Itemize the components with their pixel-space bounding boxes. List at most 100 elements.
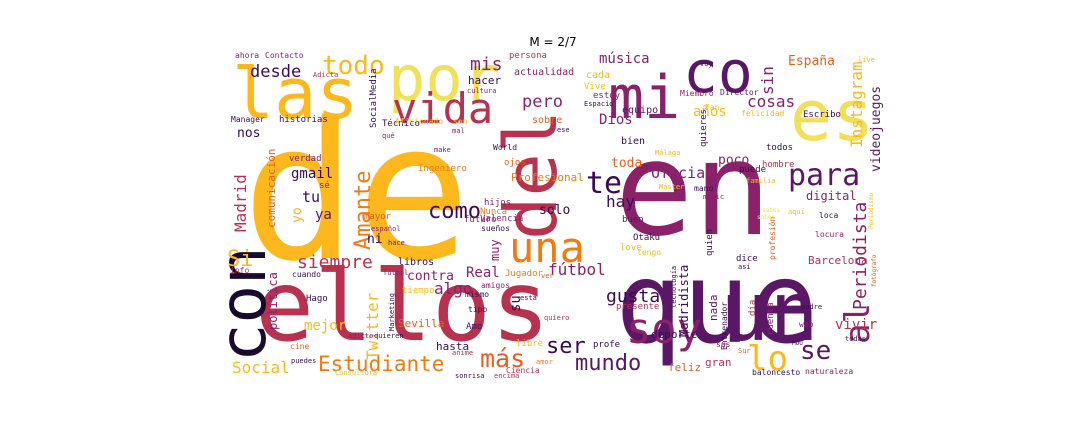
cloud-word: cultura bbox=[467, 87, 497, 95]
cloud-word: live bbox=[858, 56, 875, 64]
cloud-word: qué bbox=[382, 132, 395, 140]
cloud-word: está bbox=[520, 294, 537, 302]
cloud-word: gran bbox=[705, 356, 732, 369]
cloud-word: historias bbox=[279, 115, 328, 125]
cloud-word: así bbox=[738, 263, 751, 271]
cloud-word: cada bbox=[586, 70, 610, 81]
cloud-word: World bbox=[493, 143, 517, 152]
cloud-word: mis bbox=[470, 54, 503, 75]
cloud-word: feliz bbox=[668, 361, 701, 374]
cloud-word: baloncesto bbox=[752, 368, 800, 377]
cloud-word: Málaga bbox=[655, 149, 680, 157]
cloud-word: encima bbox=[494, 372, 519, 380]
cloud-word: puedes bbox=[291, 357, 316, 365]
cloud-word: mayor bbox=[364, 212, 392, 222]
cloud-word: mal bbox=[452, 127, 465, 135]
cloud-word: sé bbox=[319, 180, 330, 191]
cloud-word: Amo bbox=[466, 322, 482, 332]
cloud-word: ahora bbox=[235, 51, 259, 60]
cloud-word: voy bbox=[700, 60, 713, 68]
cloud-word: Periodismo bbox=[868, 192, 875, 229]
cloud-word: Twitter bbox=[363, 292, 382, 360]
cloud-word: Aficionado bbox=[395, 117, 443, 126]
cloud-word: SocialMedia bbox=[369, 68, 379, 128]
cloud-word: mejor bbox=[304, 318, 346, 334]
cloud-word: libre bbox=[516, 339, 543, 349]
cloud-word: verdad bbox=[289, 154, 322, 164]
cloud-word: Miembro bbox=[680, 89, 714, 98]
cloud-word: padre bbox=[801, 303, 822, 311]
cloud-word: Oficial bbox=[651, 164, 714, 182]
cloud-word: Madridista bbox=[677, 265, 691, 337]
cloud-word: Sur bbox=[738, 347, 751, 355]
cloud-word: fútbol bbox=[548, 260, 606, 279]
cloud-word: España bbox=[788, 54, 835, 69]
cloud-word: sobre bbox=[532, 115, 562, 126]
cloud-word: Consultora bbox=[335, 369, 377, 377]
cloud-word: quieres bbox=[699, 109, 709, 147]
cloud-word: Madrid bbox=[231, 174, 250, 232]
cloud-word: hace bbox=[388, 239, 405, 247]
cloud-word: fotógrafo bbox=[871, 254, 878, 287]
cloud-word: loca bbox=[819, 211, 838, 220]
cloud-word: tipo bbox=[468, 305, 487, 314]
cloud-word: vivir bbox=[835, 317, 877, 333]
cloud-word: Profesional bbox=[511, 171, 584, 184]
cloud-word: ya bbox=[315, 207, 332, 223]
cloud-word: music bbox=[703, 193, 724, 201]
cloud-word: Adicta bbox=[313, 71, 338, 79]
cloud-word: libros bbox=[398, 257, 434, 268]
cloud-word: ojos bbox=[504, 158, 526, 168]
cloud-word: digital bbox=[806, 189, 857, 203]
cloud-word: hay bbox=[606, 192, 635, 211]
cloud-word: amigos bbox=[481, 281, 510, 290]
cloud-word: cuenta bbox=[766, 302, 776, 335]
cloud-word: profesión bbox=[767, 216, 777, 260]
cloud-word: Marketing bbox=[388, 293, 396, 331]
cloud-word: Escribo bbox=[803, 110, 841, 120]
cloud-word: hacer bbox=[468, 74, 501, 87]
cloud-word: sueños bbox=[481, 224, 510, 233]
cloud-word: Nunca bbox=[480, 207, 507, 217]
cloud-word: quiero bbox=[544, 314, 569, 322]
cloud-word: aquí bbox=[788, 208, 805, 216]
cloud-word: Contacto bbox=[265, 51, 304, 60]
cloud-word: solo bbox=[539, 203, 570, 218]
cloud-word: anime bbox=[452, 349, 473, 357]
cloud-word: Jugador bbox=[505, 269, 544, 279]
plot-title: M = 2/7 bbox=[529, 35, 576, 49]
cloud-word: Sevilla bbox=[398, 317, 444, 330]
cloud-word: comunicación bbox=[265, 149, 278, 228]
cloud-word: gmail bbox=[291, 166, 333, 182]
cloud-word: ese bbox=[557, 126, 570, 134]
cloud-word: música bbox=[599, 51, 650, 67]
cloud-word: quien bbox=[705, 229, 715, 256]
cloud-word: sin bbox=[758, 66, 777, 95]
cloud-word: Manager bbox=[231, 115, 265, 124]
cloud-word: cine bbox=[290, 342, 309, 351]
cloud-word: política bbox=[266, 272, 280, 330]
cloud-word: nada bbox=[707, 295, 720, 322]
cloud-word: puede bbox=[739, 165, 766, 175]
cloud-word: tecnología bbox=[670, 266, 678, 308]
cloud-word: sus bbox=[716, 340, 731, 349]
cloud-word: todos bbox=[766, 143, 793, 153]
cloud-word: Ingeniero bbox=[418, 164, 467, 174]
cloud-word: persona bbox=[509, 51, 547, 61]
cloud-word: nos bbox=[237, 126, 260, 141]
cloud-word: quieren bbox=[374, 332, 404, 340]
cloud-word: día bbox=[748, 300, 758, 316]
cloud-word: cuando bbox=[292, 270, 321, 279]
cloud-word: sabes bbox=[762, 207, 780, 214]
cloud-word: buen bbox=[622, 215, 644, 225]
cloud-word: naturaleza bbox=[805, 367, 853, 376]
cloud-word: Otaku bbox=[633, 233, 660, 243]
cloud-word: yo bbox=[290, 207, 305, 223]
cloud-word: ver bbox=[541, 272, 554, 280]
cloud-word: love bbox=[620, 243, 642, 253]
cloud-word: contra bbox=[407, 269, 454, 284]
cloud-word: MOU bbox=[792, 340, 803, 347]
cloud-word: Hago bbox=[306, 294, 328, 304]
cloud-word: equipo bbox=[622, 105, 658, 116]
